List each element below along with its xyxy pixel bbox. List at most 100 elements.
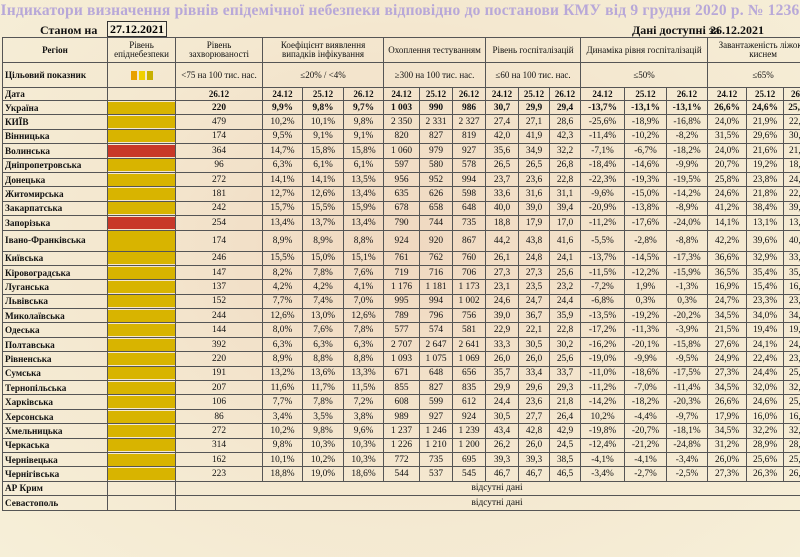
testing-value: 1 226 — [383, 437, 421, 453]
hosp-value: 26,4 — [549, 408, 582, 425]
level-cell — [107, 451, 176, 468]
testing-value: 1 075 — [419, 351, 454, 367]
testing-value: 920 — [419, 229, 454, 252]
beds-value: 28,9% — [746, 437, 785, 453]
region-name: Волинська — [2, 143, 108, 159]
beds-value: 33,7% — [783, 250, 800, 266]
hosp-value: 23,7 — [485, 171, 520, 188]
detection-value: 6,1% — [302, 157, 344, 173]
hosp-value: 41,9 — [518, 128, 551, 145]
testing-value: 760 — [452, 250, 487, 266]
table-row: Запорізька 254 13,4% 13,7% 13,4% 790 744 735 18,… — [2, 215, 800, 231]
level-swatch — [108, 144, 175, 157]
target-hosp: ≤60 на 100 тис. нас. — [485, 62, 582, 88]
hosp-dyn-value: -11,2% — [580, 380, 626, 396]
level-cell — [107, 408, 176, 425]
region-name: Херсонська — [2, 408, 108, 425]
header-incidence: Рівень захворюваності — [175, 37, 263, 63]
testing-value: 695 — [452, 451, 487, 468]
detection-value: 13,7% — [302, 215, 344, 231]
date-dyn-2: 25.12 — [624, 87, 668, 101]
beds-value: 16,9% — [707, 279, 748, 295]
incidence-value: 223 — [175, 466, 263, 482]
hosp-value: 21,8 — [549, 394, 582, 410]
hosp-dyn-value: -20,9% — [580, 200, 626, 217]
hosp-dyn-value: -4,4% — [624, 408, 668, 425]
hosp-value: 26,0 — [485, 351, 520, 367]
testing-value: 544 — [383, 466, 421, 482]
testing-value: 1 237 — [383, 423, 421, 439]
detection-value: 8,8% — [342, 351, 385, 367]
hosp-dyn-value: -13,7% — [580, 99, 626, 116]
testing-value: 990 — [419, 99, 454, 116]
beds-value: 24,5% — [783, 336, 800, 353]
detection-value: 4,2% — [302, 279, 344, 295]
beds-value: 35,4% — [746, 264, 785, 281]
beds-value: 29,6% — [746, 128, 785, 145]
detection-value: 13,4% — [342, 215, 385, 231]
detection-value: 7,8% — [342, 322, 385, 338]
beds-value: 26,3% — [746, 466, 785, 482]
hosp-value: 23,2 — [549, 279, 582, 295]
level-cell — [107, 157, 176, 173]
level-swatch — [108, 216, 175, 229]
target-row: Цільовий показник <75 на 100 тис. нас. ≤… — [2, 62, 800, 88]
hosp-dyn-value: -15,9% — [666, 264, 709, 281]
detection-value: 13,5% — [342, 171, 385, 188]
beds-value: 23,2% — [783, 293, 800, 310]
hosp-dyn-value: -6,7% — [624, 143, 668, 159]
beds-value: 32,0% — [746, 380, 785, 396]
legend-swatch-yellow — [138, 71, 145, 81]
hosp-value: 32,2 — [549, 143, 582, 159]
date-test-1: 24.12 — [383, 87, 421, 101]
hosp-value: 33,6 — [485, 186, 520, 202]
hosp-dyn-value: -14,2% — [580, 394, 626, 410]
hosp-dyn-value: -18,9% — [624, 114, 668, 130]
testing-value: 1 239 — [452, 423, 487, 439]
hosp-dyn-value: -3,4% — [580, 466, 626, 482]
detection-value: 8,9% — [302, 229, 344, 252]
level-cell — [107, 279, 176, 295]
testing-value: 979 — [419, 143, 454, 159]
header-hosp-dyn: Динаміка рівня госпіталізацій — [580, 37, 709, 63]
beds-value: 39,3% — [783, 200, 800, 217]
hosp-value: 46,5 — [549, 466, 582, 482]
level-swatch — [108, 280, 175, 293]
header-testing: Охоплення тестуванням — [383, 37, 487, 63]
detection-value: 4,2% — [262, 279, 303, 295]
hosp-dyn-value: -12,2% — [624, 264, 668, 281]
hosp-dyn-value: -5,5% — [580, 229, 626, 252]
beds-value: 24,9% — [707, 351, 748, 367]
detection-value: 12,7% — [262, 186, 303, 202]
region-name: Івано-Франківська — [2, 229, 108, 252]
hosp-dyn-value: -20,2% — [666, 308, 709, 324]
level-cell — [107, 423, 176, 439]
incidence-value: 272 — [175, 423, 263, 439]
detection-value: 4,1% — [342, 279, 385, 295]
hosp-dyn-value: 1,9% — [624, 279, 668, 295]
testing-value: 735 — [452, 215, 487, 231]
region-name: Україна — [2, 99, 108, 116]
hosp-dyn-value: -18,2% — [624, 394, 668, 410]
detection-value: 12,6% — [342, 308, 385, 324]
hosp-value: 33,3 — [485, 336, 520, 353]
hosp-dyn-value: -19,2% — [624, 308, 668, 324]
header-level: Рівень епіднебезпеки — [107, 37, 176, 63]
testing-value: 1 181 — [419, 279, 454, 295]
detection-value: 7,8% — [302, 264, 344, 281]
detection-value: 10,3% — [342, 451, 385, 468]
testing-value: 1 060 — [383, 143, 421, 159]
region-name: Севастополь — [2, 495, 108, 511]
hosp-dyn-value: -7,0% — [624, 380, 668, 396]
target-beds: ≤65% — [707, 62, 800, 88]
header-region: Регіон — [2, 37, 108, 63]
region-name: Чернівецька — [2, 451, 108, 468]
hosp-dyn-value: -17,3% — [666, 250, 709, 266]
detection-value: 8,8% — [342, 229, 385, 252]
hosp-dyn-value: -2,7% — [624, 466, 668, 482]
hosp-dyn-value: -9,9% — [624, 351, 668, 367]
testing-value: 537 — [419, 466, 454, 482]
hosp-dyn-value: -20,1% — [624, 336, 668, 353]
level-cell — [107, 380, 176, 396]
level-swatch — [108, 309, 175, 322]
